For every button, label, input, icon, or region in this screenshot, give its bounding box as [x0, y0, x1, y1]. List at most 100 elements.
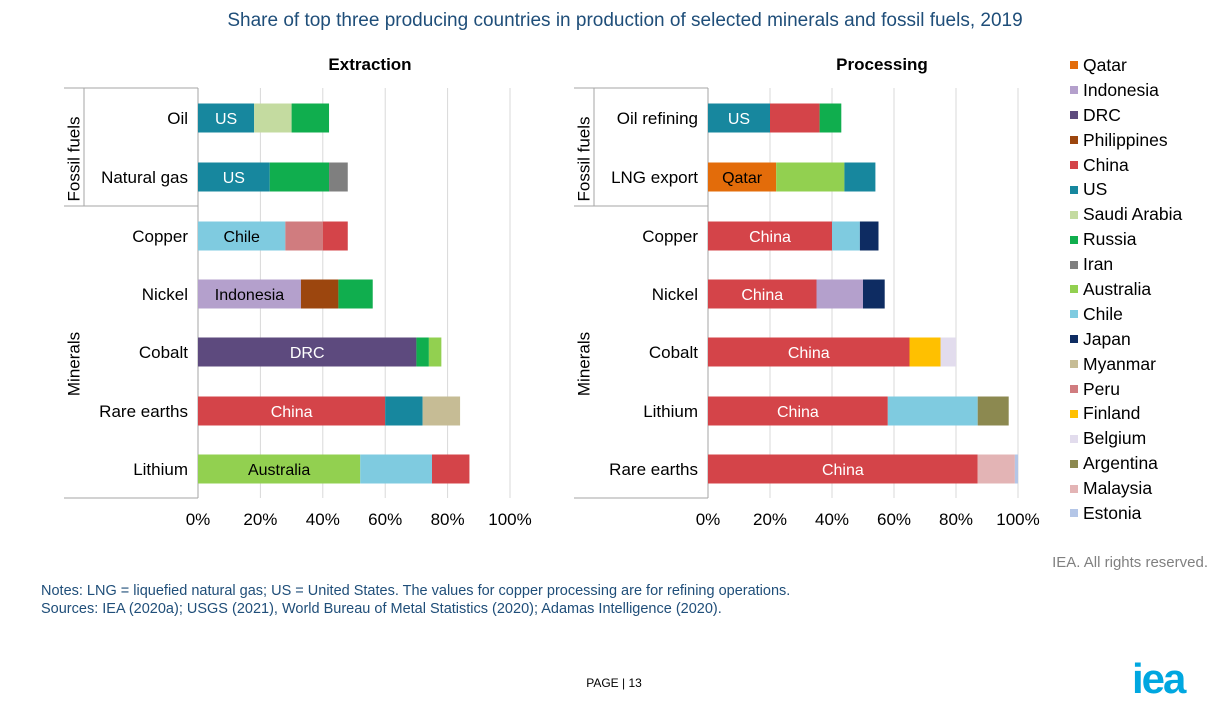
processing-bar-label: US [728, 111, 750, 128]
legend-swatch [1070, 335, 1078, 344]
extraction-tick-label: 60% [368, 510, 402, 529]
processing-panel-title: Processing [836, 55, 928, 74]
extraction-bar-segment-russia [416, 337, 429, 367]
processing-tick-label: 100% [996, 510, 1039, 529]
legend-label: Belgium [1083, 428, 1147, 449]
legend-swatch [1070, 210, 1078, 219]
notes-line: Notes: LNG = liquefied natural gas; US =… [41, 583, 791, 599]
extraction-bar-segment-indonesia [198, 279, 301, 309]
charts-canvas: Extraction 0% 20% 40% 60% 80% 100% Fossil fuels… [64, 55, 1040, 529]
extraction-category-label: Cobalt [139, 343, 188, 362]
legend-label: Myanmar [1083, 353, 1156, 374]
legend-item-saudi-arabia: Saudi Arabia [1070, 202, 1182, 227]
extraction-bar-label: Australia [248, 462, 310, 479]
legend-label: China [1083, 154, 1129, 175]
extraction-bar-segment-us [385, 396, 423, 426]
legend-item-drc: DRC [1070, 103, 1182, 128]
processing-bar-segment-finland [909, 337, 941, 367]
extraction-bar-segment-peru [285, 221, 323, 251]
legend-swatch [1070, 509, 1078, 518]
legend-swatch [1070, 459, 1078, 468]
legend-label: Chile [1083, 303, 1123, 324]
legend-swatch [1070, 161, 1078, 169]
legend-item-argentina: Argentina [1070, 451, 1182, 476]
legend-swatch [1070, 61, 1078, 70]
extraction-category-label: Rare earths [99, 402, 188, 421]
legend-item-russia: Russia [1070, 227, 1182, 252]
legend-label: Iran [1083, 254, 1114, 275]
legend-swatch [1070, 285, 1078, 294]
legend-label: Finland [1083, 403, 1141, 424]
processing-bar-segment-japan [859, 221, 879, 251]
page-prefix: P [586, 676, 594, 690]
processing-bar-label: China [822, 462, 864, 479]
legend-item-belgium: Belgium [1070, 426, 1182, 451]
iea-logo: iea [1132, 655, 1186, 702]
legend-label: Indonesia [1083, 79, 1159, 100]
processing-bar-segment-estonia [1014, 454, 1018, 484]
processing-tick-label: 40% [815, 510, 849, 529]
processing-bar-segment-malaysia [977, 454, 1015, 484]
processing-bar-segment-argentina [977, 396, 1009, 426]
extraction-bar-segment-russia [291, 103, 330, 133]
legend-swatch [1070, 434, 1078, 443]
extraction-bar-segment-drc [198, 337, 417, 367]
legend-item-japan: Japan [1070, 327, 1182, 352]
legend-swatch [1070, 385, 1078, 394]
notes: Notes: LNG = liquefied natural gas; US =… [41, 582, 790, 618]
extraction-tick-label: 40% [306, 510, 340, 529]
legend-item-chile: Chile [1070, 302, 1182, 327]
processing-bar-segment-qatar [708, 162, 777, 192]
legend-item-malaysia: Malaysia [1070, 476, 1182, 501]
legend-item-china: China [1070, 153, 1182, 178]
extraction-bar-segment-russia [269, 162, 330, 192]
extraction-tick-label: 80% [431, 510, 465, 529]
legend-item-estonia: Estonia [1070, 501, 1182, 526]
processing-bar-segment-us [708, 103, 770, 133]
legend-item-us: US [1070, 177, 1182, 202]
extraction-bar-label: Indonesia [215, 287, 284, 304]
legend-label: Argentina [1083, 453, 1158, 474]
legend-label: Russia [1083, 229, 1137, 250]
legend-label: Estonia [1083, 502, 1142, 523]
legend-swatch [1070, 136, 1078, 145]
legend-label: Australia [1083, 278, 1152, 299]
extraction-tick-label: 100% [488, 510, 531, 529]
extraction-bar-segment-russia [338, 279, 373, 309]
extraction-bar-label: US [215, 111, 237, 128]
legend-swatch [1070, 484, 1078, 493]
extraction-bar-segment-myanmar [422, 396, 461, 426]
legend-label: US [1083, 179, 1108, 200]
extraction-bar-segment-china [432, 454, 470, 484]
legend-swatch [1070, 111, 1078, 120]
extraction-bar-segment-philippines [300, 279, 339, 309]
processing-tick-label: 0% [696, 510, 721, 529]
legend-item-myanmar: Myanmar [1070, 352, 1182, 377]
processing-bar-label: China [788, 345, 830, 362]
processing-category-label: Cobalt [649, 343, 698, 362]
page-word: AGE [593, 676, 619, 690]
extraction-bar-segment-australia [198, 454, 361, 484]
processing-bar-segment-russia [819, 103, 842, 133]
processing-bar-segment-china [770, 103, 820, 133]
processing-bar-segment-china [708, 221, 832, 251]
processing-tick-label: 60% [877, 510, 911, 529]
legend-item-philippines: Philippines [1070, 128, 1182, 153]
sources-line: Sources: IEA (2020a); USGS (2021), World… [41, 601, 722, 617]
legend: Qatar Indonesia DRC Philippines China US Saudi… [1070, 53, 1182, 526]
processing-bar-segment-us [844, 162, 876, 192]
processing-bar-segment-australia [776, 162, 845, 192]
processing-tick-label: 20% [753, 510, 787, 529]
processing-bar-segment-china [708, 454, 978, 484]
processing-bar-segment-chile [887, 396, 978, 426]
processing-group-label: Minerals [574, 332, 593, 396]
extraction-group-label: Minerals [64, 332, 83, 396]
legend-swatch [1070, 360, 1078, 369]
processing-bar-label: China [749, 229, 791, 246]
extraction-category-label: Lithium [133, 460, 188, 479]
processing-category-label: LNG export [611, 168, 698, 187]
legend-label: Malaysia [1083, 478, 1153, 499]
extraction-bar-segment-iran [329, 162, 348, 192]
extraction-bar-label: US [223, 170, 245, 187]
legend-swatch [1070, 86, 1078, 95]
